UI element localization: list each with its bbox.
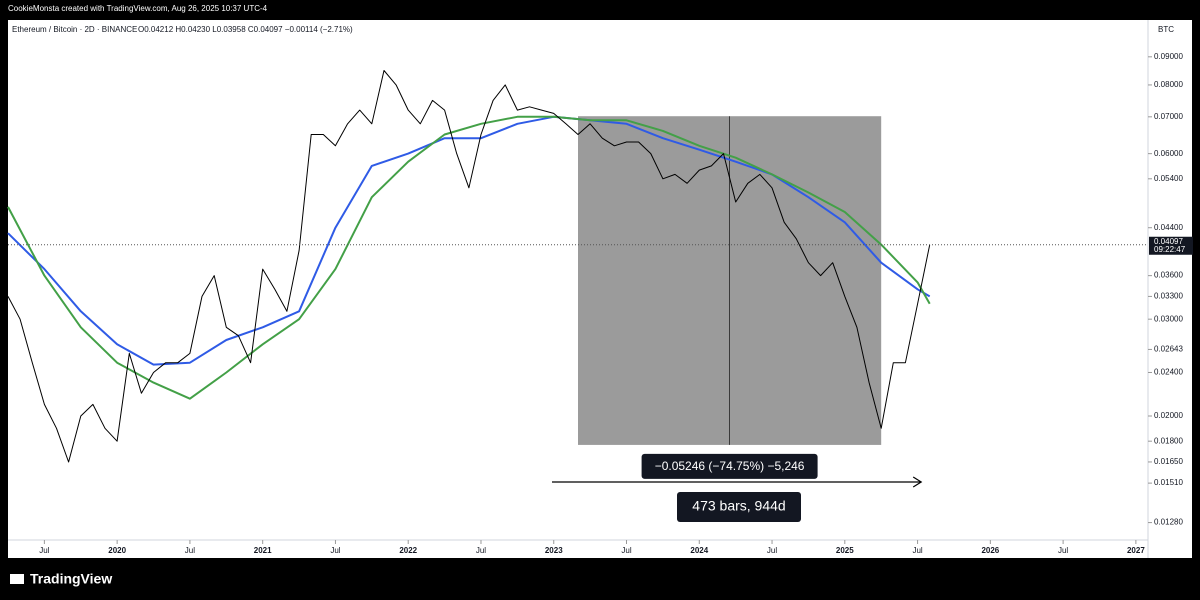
credit: CookieMonsta created with TradingView.co… <box>8 4 268 13</box>
y-tick-label: 0.02400 <box>1154 368 1183 377</box>
range-label: 473 bars, 944d <box>692 498 785 514</box>
y-tick-label: 0.02643 <box>1154 345 1183 354</box>
y-tick-label: 0.09000 <box>1154 52 1183 61</box>
range-box <box>677 492 801 522</box>
x-tick-label: Jul <box>912 546 922 555</box>
ohlc: O0.04212 H0.04230 L0.03958 C0.04097 −0.0… <box>138 25 353 34</box>
x-tick-label: 2025 <box>836 546 854 555</box>
y-tick-label: 0.02000 <box>1154 411 1183 420</box>
y-tick-label: 0.03000 <box>1154 314 1183 323</box>
y-tick-label: 0.01800 <box>1154 436 1183 445</box>
x-tick-label: 2026 <box>981 546 999 555</box>
x-tick-label: Jul <box>767 546 777 555</box>
x-tick-label: 2021 <box>254 546 272 555</box>
last-price-box <box>1149 236 1193 255</box>
y-tick-label: 0.07000 <box>1154 112 1183 121</box>
x-tick-label: 2023 <box>545 546 563 555</box>
y-tick-label: 0.04400 <box>1154 223 1183 232</box>
y-tick-label: 0.08000 <box>1154 80 1183 89</box>
range-arrow-head <box>912 476 923 488</box>
x-tick-label: 2027 <box>1127 546 1145 555</box>
x-tick-label: Jul <box>185 546 195 555</box>
y-tick-label: 0.01650 <box>1154 457 1183 466</box>
brand: TradingView <box>30 571 112 587</box>
x-tick-label: Jul <box>330 546 340 555</box>
y-tick-label: 0.06000 <box>1154 149 1183 158</box>
y-tick-label: 0.03300 <box>1154 292 1183 301</box>
change-box <box>641 453 818 479</box>
symbol: Ethereum / Bitcoin · 2D · BINANCE <box>12 25 137 34</box>
logo <box>10 574 24 584</box>
last-price-label: 0.04097 <box>1154 237 1183 246</box>
x-tick-label: Jul <box>39 546 49 555</box>
x-tick-label: Jul <box>621 546 631 555</box>
x-tick-label: 2024 <box>690 546 708 555</box>
moving-average <box>7 115 931 366</box>
y-tick-label: 0.01510 <box>1154 478 1183 487</box>
x-tick-label: Jul <box>476 546 486 555</box>
y-tick-label: 0.03600 <box>1154 271 1183 280</box>
moving-average <box>7 115 931 400</box>
y-tick-label: 0.05400 <box>1154 174 1183 183</box>
countdown: 09:22:47 <box>1154 245 1186 254</box>
x-tick-label: Jul <box>1058 546 1068 555</box>
unit: BTC <box>1158 25 1174 34</box>
y-tick-label: 0.01280 <box>1154 518 1183 527</box>
change-label: −0.05246 (−74.75%) −5,246 <box>655 459 805 473</box>
logo-icon <box>10 574 24 584</box>
x-tick-label: 2020 <box>108 546 126 555</box>
price-line <box>7 70 931 463</box>
x-tick-label: 2022 <box>399 546 417 555</box>
